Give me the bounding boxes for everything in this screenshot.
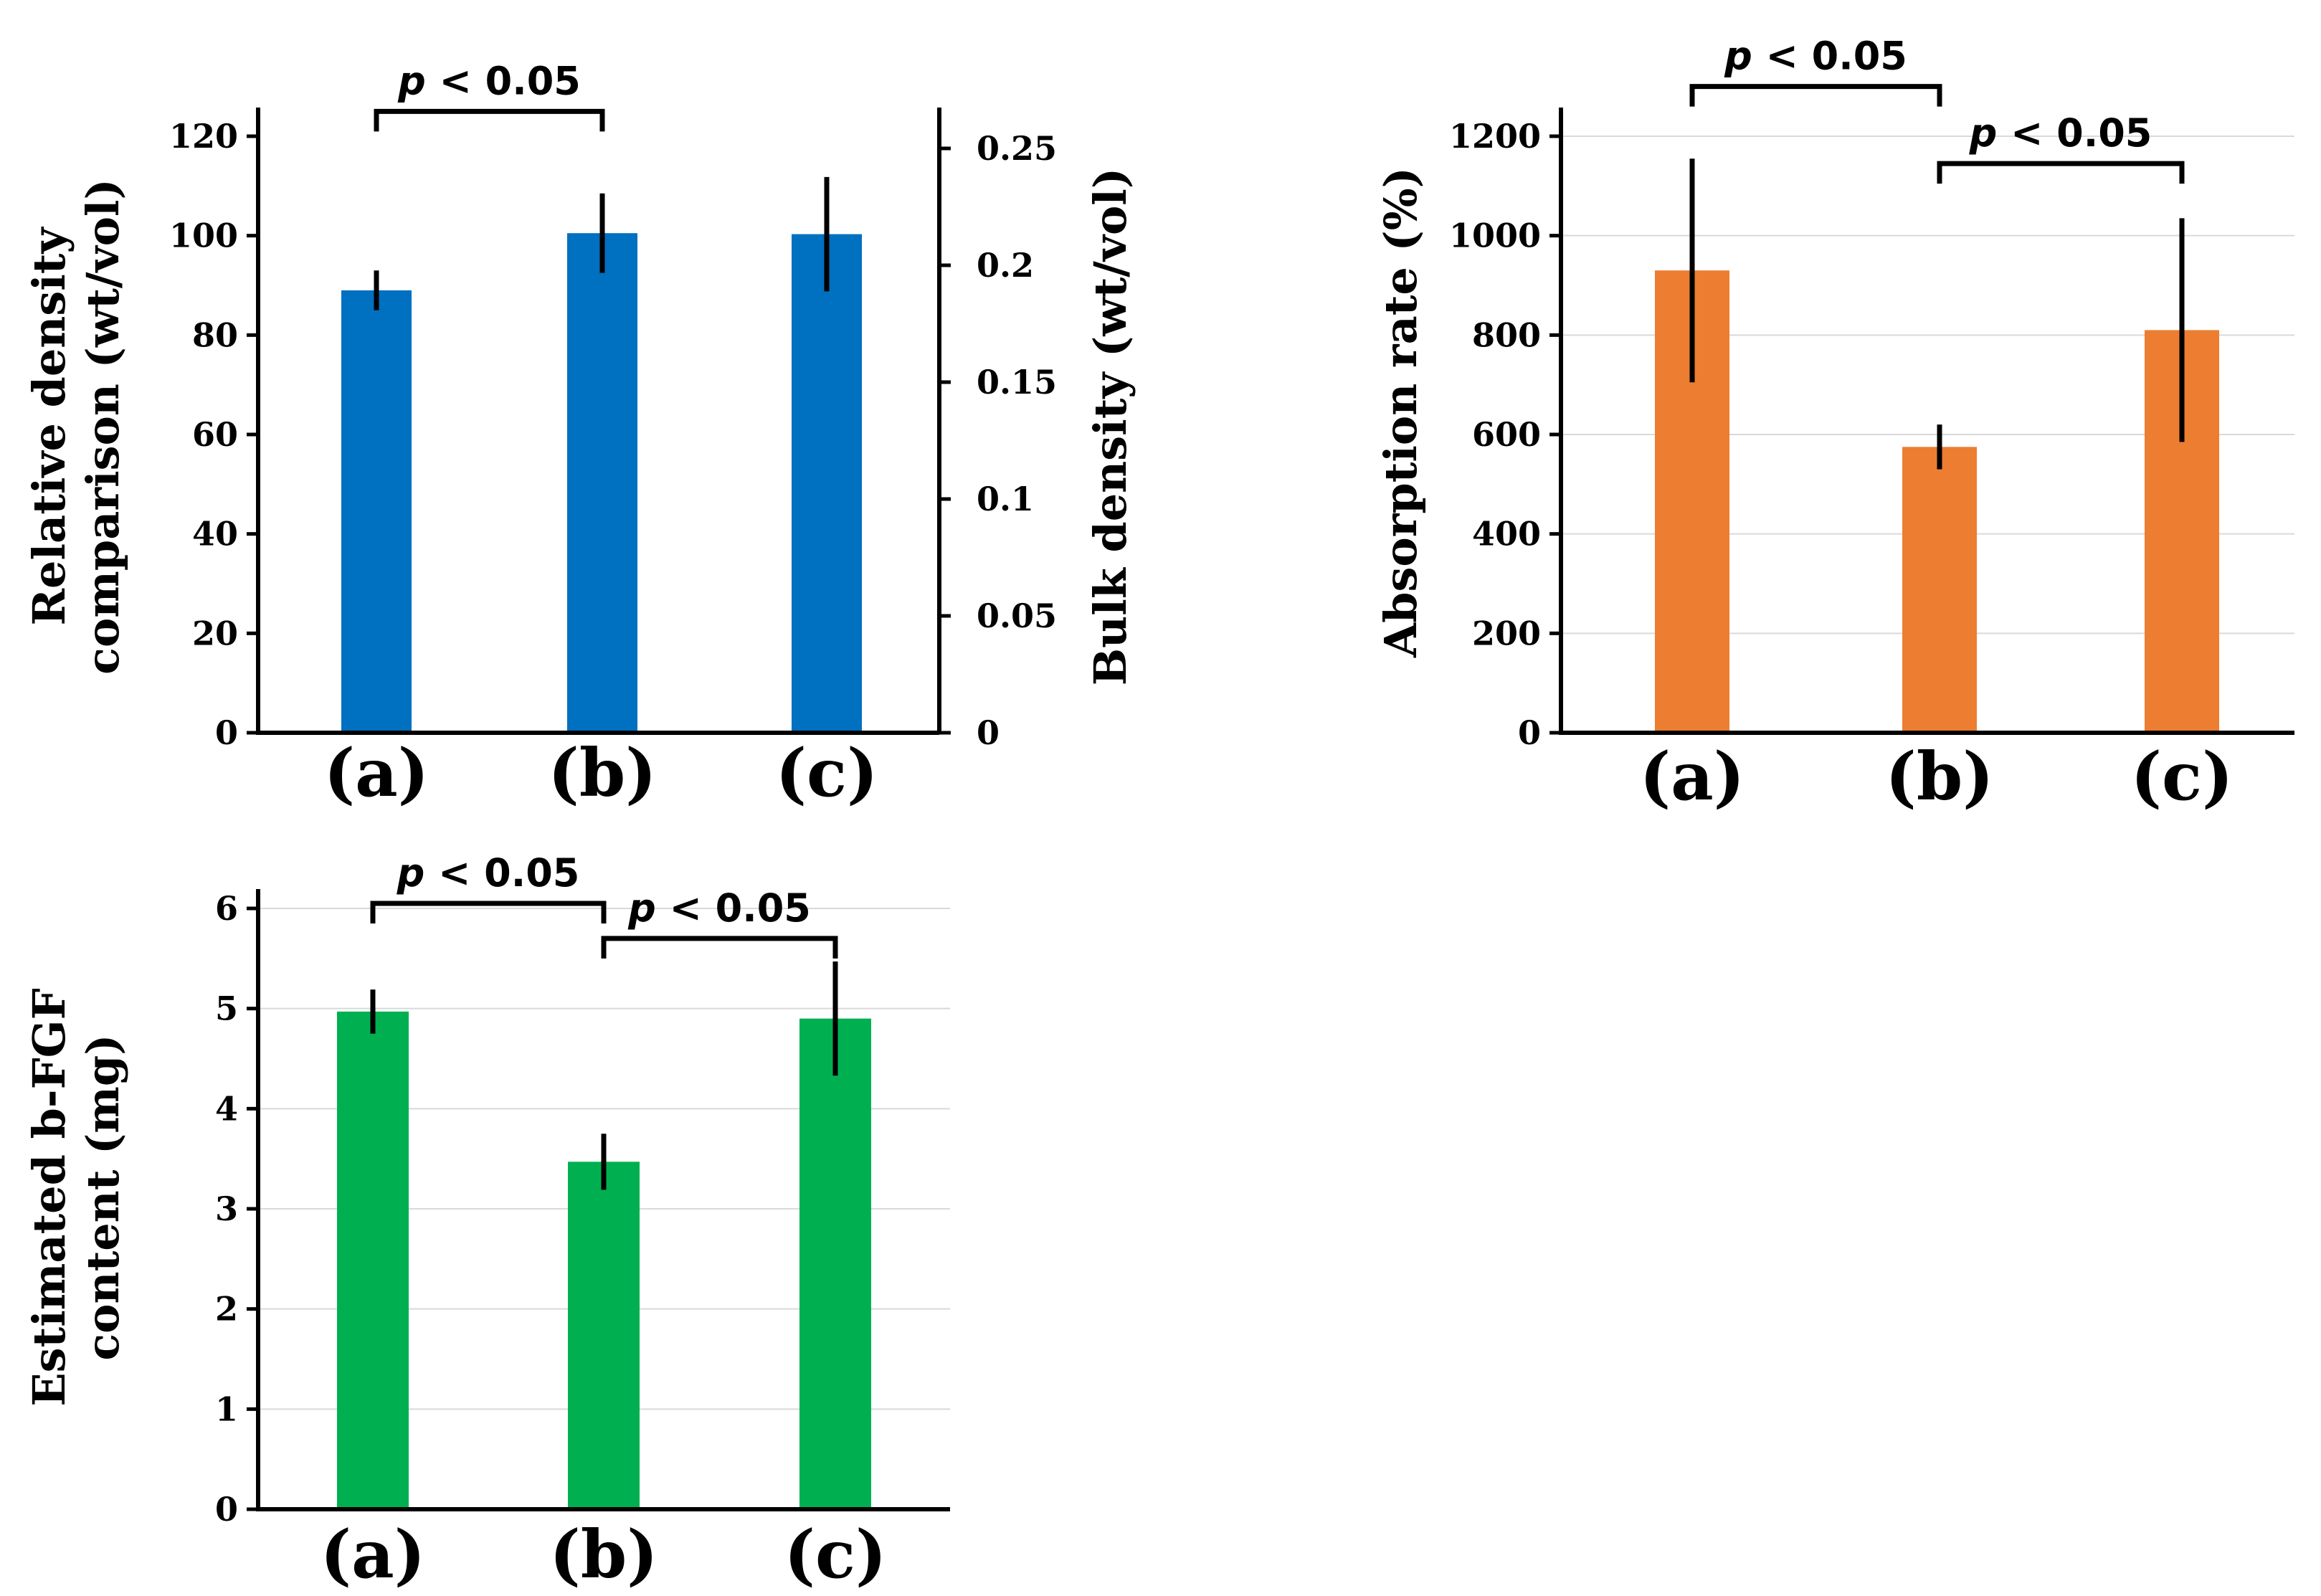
y-tick-label: 1000 (1449, 217, 1541, 255)
significance-bracket (601, 936, 838, 959)
y-tick-label: 80 (192, 315, 238, 354)
y2-tick-label: 0.1 (977, 480, 1034, 518)
significance-label: p < 0.05 (1969, 110, 2152, 156)
category-label: (a) (324, 734, 429, 812)
significance-label: p < 0.05 (1724, 34, 1907, 79)
significance-bracket (1937, 161, 2185, 184)
y2-tick-label: 0 (977, 713, 1000, 752)
y-axis-title: Estimated b-FGF (23, 988, 75, 1406)
y-tick-label: 60 (192, 415, 238, 454)
y-tick-label: 120 (169, 117, 238, 156)
bar-a (341, 290, 412, 733)
y2-axis-title: Bulk density (wt/vol) (1084, 168, 1136, 685)
category-label: (c) (784, 1516, 886, 1593)
y-tick-label: 1200 (1449, 117, 1541, 156)
y-tick-label: 100 (169, 217, 238, 255)
category-label: (c) (2130, 738, 2233, 815)
chart-relative-density: 0 20 40 60 80 100 120 (a) (b) (c) 0 0.05 0.1 0.15 0.2 0… (23, 58, 1136, 812)
bar-b (1902, 447, 1977, 733)
y-tick-label: 20 (192, 614, 238, 652)
y-tick-label: 1 (215, 1390, 238, 1428)
bar-b (568, 1162, 640, 1509)
significance-label: p < 0.05 (397, 58, 581, 103)
y-tick-label: 400 (1472, 515, 1541, 554)
y-tick-label: 2 (215, 1290, 238, 1329)
category-label: (b) (1885, 738, 1993, 815)
y-tick-label: 200 (1472, 614, 1541, 652)
y-tick-label: 5 (215, 989, 238, 1028)
y-tick-label: 0 (215, 713, 238, 752)
category-label: (a) (321, 1516, 426, 1593)
y2-tick-label: 0.05 (977, 597, 1057, 635)
chart-absorption-rate: 0 200 400 600 800 1000 1200 (a) (b) (c) Absorption… (1375, 34, 2294, 815)
significance-label: p < 0.05 (627, 885, 811, 931)
bar-c (792, 234, 862, 733)
y-tick-label: 3 (215, 1189, 238, 1228)
y2-tick-label: 0.25 (977, 129, 1057, 168)
category-label: (b) (548, 734, 656, 812)
category-label: (c) (775, 734, 878, 812)
category-label: (b) (549, 1516, 658, 1593)
y-tick-label: 0 (1518, 713, 1541, 752)
y-axis-title: comparison (wt/vol) (77, 179, 129, 675)
significance-bracket (374, 108, 605, 132)
significance-bracket (1689, 84, 1942, 107)
y-tick-label: 600 (1472, 415, 1541, 454)
y2-tick-label: 0.15 (977, 363, 1057, 402)
bar-b (567, 233, 637, 733)
y-tick-label: 40 (192, 515, 238, 554)
chart-bfgf-content: 0 1 2 3 4 5 6 (a) (b) (c) Estimated b-FGF content (… (23, 850, 950, 1593)
y-axis-title: Relative density (23, 227, 75, 626)
y-tick-label: 0 (215, 1490, 238, 1529)
bar-a (337, 1011, 409, 1509)
y-tick-label: 6 (215, 889, 238, 928)
significance-label: p < 0.05 (397, 850, 580, 896)
y2-tick-label: 0.2 (977, 246, 1034, 285)
significance-bracket (370, 901, 607, 924)
y-axis-title: Absorption rate (%) (1375, 167, 1427, 658)
y-tick-label: 800 (1472, 315, 1541, 354)
y-axis-title: content (mg) (77, 1034, 129, 1360)
bar-c (799, 1018, 871, 1509)
category-label: (a) (1640, 738, 1745, 815)
y-tick-label: 4 (215, 1089, 238, 1128)
